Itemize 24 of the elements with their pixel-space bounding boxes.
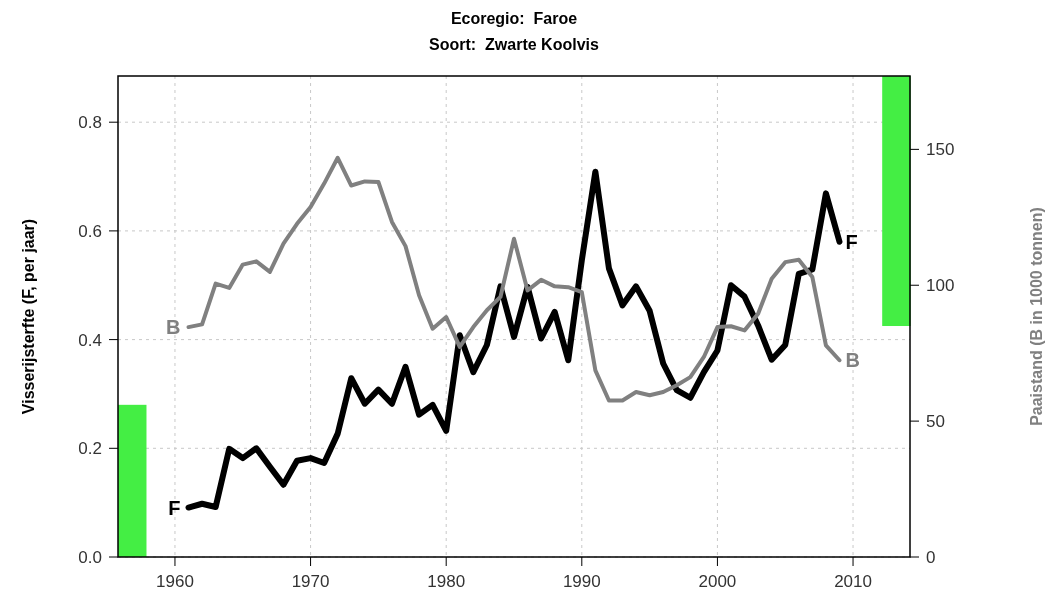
x-tick-label: 1980 <box>427 572 466 591</box>
y-axis-title: Visserijsterfte (F, per jaar) <box>20 218 37 415</box>
line-series <box>186 155 842 403</box>
chart-title: Ecoregio: Faroe <box>450 10 578 27</box>
x-tick-label: 1990 <box>562 572 601 591</box>
chart-subtitle: Soort: Zwarte Koolvis <box>429 36 599 53</box>
y2-axis-title: Paaistand (B in 1000 tonnen) <box>1028 207 1045 426</box>
y-tick-label: 0.0 <box>78 547 102 567</box>
x-tick-label: 1970 <box>291 572 330 591</box>
x-tick-label: 2000 <box>698 572 737 591</box>
y2-tick-label: 50 <box>926 412 945 432</box>
y-tick-label: 0.4 <box>78 330 102 350</box>
y-tick-label: 0.2 <box>78 439 102 459</box>
y-tick-label: 0.6 <box>78 221 102 241</box>
y2-tick-label: 150 <box>926 140 955 160</box>
text: F <box>168 496 181 519</box>
text: B <box>166 316 181 339</box>
series-label: F <box>845 230 858 253</box>
y2-tick-label: 100 <box>926 276 955 296</box>
x-tick-label: 1960 <box>156 572 194 591</box>
y2-tick-label: 0 <box>926 547 936 567</box>
series-label: B <box>845 349 860 372</box>
x-tick-label: 2010 <box>834 572 872 591</box>
y-tick-label: 0.8 <box>78 113 102 133</box>
